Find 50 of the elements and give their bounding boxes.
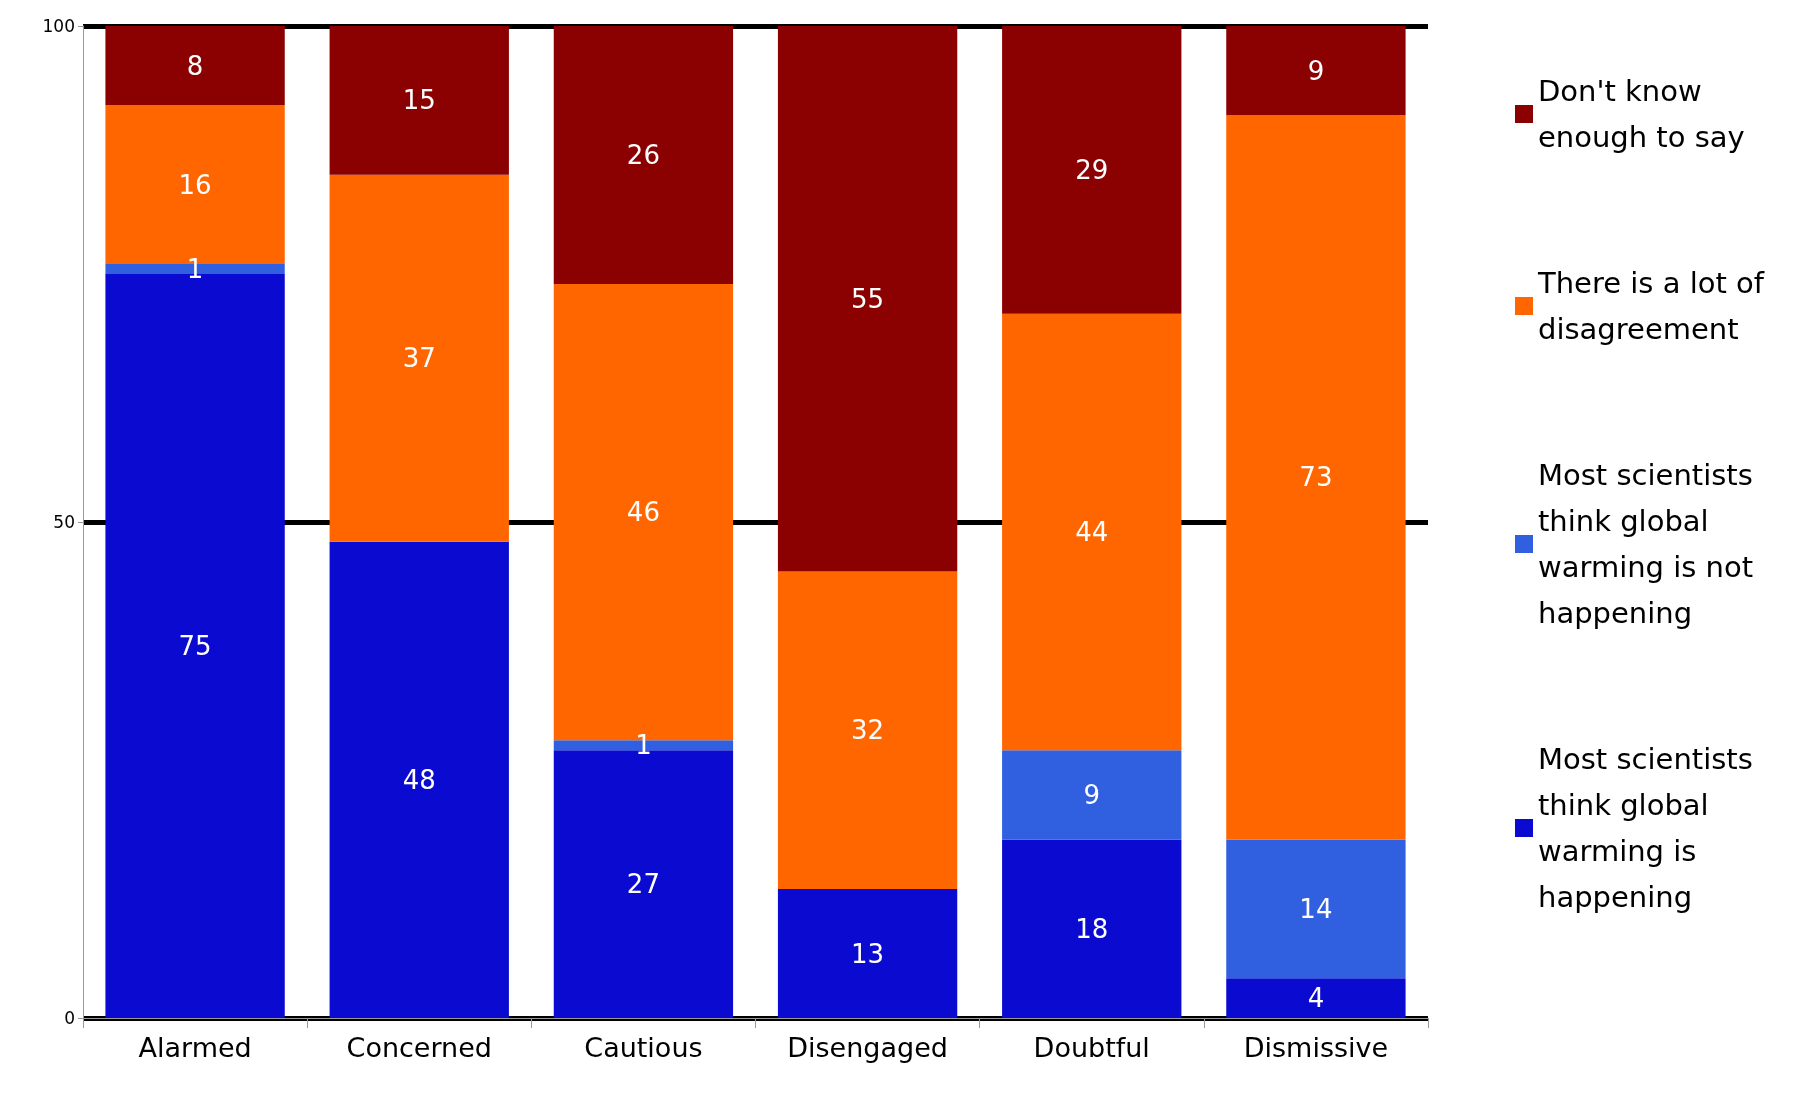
bar (553, 26, 734, 284)
data-label: 73 (1299, 462, 1333, 493)
data-label: 9 (1307, 55, 1325, 86)
data-label: 44 (1075, 516, 1109, 547)
legend-label: Don't know enough to say (1538, 74, 1745, 154)
bar (1226, 839, 1406, 979)
data-label: 26 (626, 139, 660, 170)
data-label: 14 (1299, 893, 1333, 924)
data-label: 75 (178, 631, 212, 661)
data-label: 55 (851, 283, 885, 314)
data-label: 16 (178, 169, 212, 200)
bar (777, 26, 958, 572)
x-tick-label: Concerned (346, 1032, 492, 1063)
x-tick-label: Doubtful (1033, 1032, 1150, 1063)
bar (1002, 750, 1182, 840)
bar (329, 174, 509, 542)
y-tick-label: 0 (64, 1008, 75, 1028)
bar (1002, 26, 1182, 314)
bar (329, 541, 509, 1018)
bar (329, 26, 509, 175)
bar (1226, 26, 1406, 116)
data-label: 9 (1083, 779, 1101, 810)
bar (777, 571, 958, 890)
y-tick-label: 100 (42, 16, 75, 36)
legend-label: Most scientists think global warming is happening (1538, 742, 1763, 914)
x-tick-label: Disengaged (787, 1032, 948, 1063)
data-label: 32 (851, 715, 885, 746)
data-label: 46 (626, 497, 660, 528)
legend-label: There is a lot of disagreement (1537, 266, 1774, 346)
bar (777, 889, 958, 1018)
bar (1002, 839, 1182, 1018)
data-label: 37 (402, 343, 436, 374)
data-label: 27 (626, 869, 660, 900)
bar (1002, 313, 1182, 751)
y-tick-label: 50 (53, 512, 75, 532)
bar (105, 26, 285, 106)
x-tick-label: Cautious (584, 1032, 703, 1063)
bar (1226, 978, 1406, 1018)
legend-label: Most scientists think global warming is not happening (1538, 458, 1763, 630)
data-label: 1 (635, 730, 652, 761)
data-label: 29 (1075, 154, 1109, 185)
x-tick-label: Alarmed (138, 1032, 252, 1063)
data-label: 15 (402, 85, 436, 116)
x-tick-label: Dismissive (1243, 1032, 1389, 1063)
data-label: 4 (1307, 983, 1325, 1014)
data-label: 13 (851, 938, 885, 969)
bar (1226, 115, 1406, 840)
data-label: 48 (402, 764, 436, 795)
data-label: 18 (1075, 913, 1109, 944)
data-label: 8 (186, 50, 204, 81)
